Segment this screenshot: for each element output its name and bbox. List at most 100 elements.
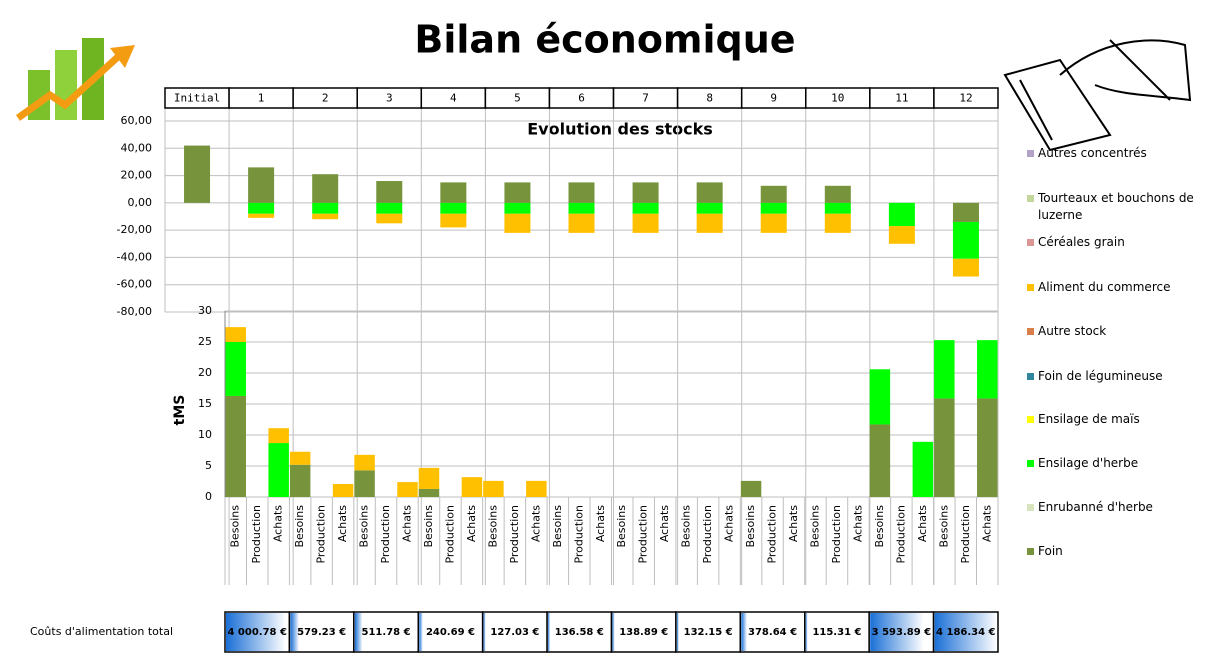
cost-cell bbox=[675, 611, 742, 653]
header-label: 8 bbox=[706, 92, 713, 105]
x-tick-label: Besoins bbox=[293, 505, 306, 548]
x-tick-label: Production bbox=[637, 505, 650, 564]
bar-segment bbox=[376, 202, 403, 214]
legend-label: Ensilage d'herbe bbox=[1038, 456, 1139, 470]
legend-swatch bbox=[1027, 416, 1034, 423]
y-tick-label: -20,00 bbox=[117, 223, 152, 236]
header-label: 3 bbox=[386, 92, 393, 105]
bar-segment bbox=[440, 182, 467, 203]
bar-segment bbox=[888, 226, 915, 244]
cost-data-bar bbox=[612, 613, 615, 651]
bar-segment bbox=[824, 213, 851, 233]
cost-data-bar bbox=[870, 613, 924, 651]
x-tick-label: Besoins bbox=[937, 505, 950, 548]
bar-segment bbox=[760, 202, 787, 214]
cost-cell bbox=[610, 611, 677, 653]
x-tick-label: Achats bbox=[401, 505, 414, 542]
y-tick-label: 20 bbox=[198, 366, 212, 379]
legend-label: Foin bbox=[1038, 544, 1063, 558]
bar-segment bbox=[952, 202, 979, 222]
legend-item: Autres concentrés bbox=[1027, 145, 1211, 162]
chart-icon bbox=[15, 38, 135, 121]
x-tick-label: Besoins bbox=[680, 505, 693, 548]
x-tick-label: Production bbox=[443, 505, 456, 564]
bar-segment bbox=[824, 185, 851, 203]
bar-segment bbox=[332, 483, 354, 497]
bar-segment bbox=[632, 182, 659, 203]
y-tick-label: 10 bbox=[198, 428, 212, 441]
header-label: 1 bbox=[258, 92, 265, 105]
bar-segment bbox=[888, 202, 915, 227]
header-label: 12 bbox=[959, 92, 972, 105]
bar-segment bbox=[568, 182, 595, 203]
cost-cell bbox=[353, 611, 420, 653]
x-tick-label: Besoins bbox=[422, 505, 435, 548]
cost-value: 132.15 € bbox=[684, 627, 733, 638]
legend-label: Ensilage de maïs bbox=[1038, 412, 1140, 426]
cost-data-bar bbox=[741, 613, 747, 651]
header-label: 5 bbox=[514, 92, 521, 105]
bar-segment bbox=[934, 340, 955, 399]
header-label: 4 bbox=[450, 92, 457, 105]
x-tick-label: Production bbox=[894, 505, 907, 564]
x-tick-label: Besoins bbox=[615, 505, 628, 548]
x-tick-label: Besoins bbox=[358, 505, 371, 548]
x-tick-label: Production bbox=[959, 505, 972, 564]
y-tick-label: -40,00 bbox=[117, 250, 152, 263]
legend-item: Céréales grain bbox=[1027, 234, 1211, 251]
legend-swatch bbox=[1027, 373, 1034, 380]
bar-segment bbox=[248, 213, 275, 218]
x-tick-label: Achats bbox=[336, 505, 349, 542]
header-label: 9 bbox=[770, 92, 777, 105]
legend-swatch bbox=[1027, 195, 1034, 202]
cost-data-bar bbox=[226, 613, 286, 651]
bar-segment bbox=[312, 213, 339, 220]
legend-swatch bbox=[1027, 150, 1034, 157]
x-tick-label: Besoins bbox=[808, 505, 821, 548]
bar-segment bbox=[568, 202, 595, 214]
header-cell bbox=[933, 87, 999, 109]
legend-item: Autre stock bbox=[1027, 323, 1211, 340]
y-tick-label: 30 bbox=[198, 304, 212, 317]
bar-segment bbox=[248, 202, 275, 214]
bar-segment bbox=[824, 202, 851, 214]
legend-swatch bbox=[1027, 504, 1034, 511]
bar-segment bbox=[568, 213, 595, 233]
legend-item: Foin bbox=[1027, 543, 1211, 560]
legend-label: Tourteaux et bouchons de luzerne bbox=[1038, 191, 1194, 222]
legend-swatch bbox=[1027, 284, 1034, 291]
bar-segment bbox=[354, 470, 375, 497]
bar-segment bbox=[225, 395, 246, 497]
cost-value: 240.69 € bbox=[426, 627, 475, 638]
cost-value: 3 593.89 € bbox=[872, 627, 932, 638]
header-label: 6 bbox=[578, 92, 585, 105]
x-tick-label: Production bbox=[766, 505, 779, 564]
bar-segment bbox=[934, 398, 955, 497]
bar-segment bbox=[289, 451, 311, 465]
bar-segment bbox=[760, 185, 787, 203]
legend-swatch bbox=[1027, 460, 1034, 467]
costs-label: Coûts d'alimentation total bbox=[30, 625, 173, 638]
bar-segment bbox=[952, 221, 979, 259]
x-tick-label: Achats bbox=[529, 505, 542, 542]
bar-segment bbox=[248, 167, 275, 203]
cost-value: 138.89 € bbox=[619, 627, 668, 638]
x-tick-label: Achats bbox=[980, 505, 993, 542]
cost-data-bar bbox=[676, 613, 679, 651]
bar-segment bbox=[632, 213, 659, 233]
x-tick-label: Achats bbox=[916, 505, 929, 542]
bar-segment bbox=[268, 443, 289, 497]
cost-value: 4 186.34 € bbox=[936, 627, 996, 638]
bar-segment bbox=[977, 398, 998, 497]
page-title: Bilan économique bbox=[414, 18, 795, 62]
cost-data-bar bbox=[290, 613, 300, 651]
cost-value: 4 000.78 € bbox=[227, 627, 287, 638]
bar-segment bbox=[760, 213, 787, 233]
x-tick-label: Achats bbox=[658, 505, 671, 542]
x-tick-label: Production bbox=[508, 505, 521, 564]
x-tick-label: Achats bbox=[272, 505, 285, 542]
x-tick-label: Production bbox=[315, 505, 328, 564]
y-tick-label: 40,00 bbox=[121, 141, 153, 154]
bar-segment bbox=[312, 174, 339, 203]
x-tick-label: Besoins bbox=[744, 505, 757, 548]
